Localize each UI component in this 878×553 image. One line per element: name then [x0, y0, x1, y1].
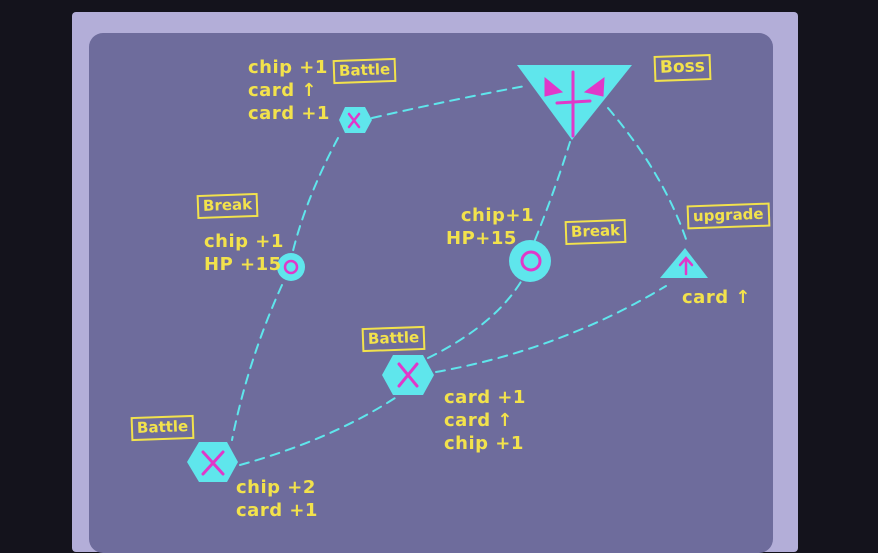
path-battle-top-to-boss: [371, 85, 526, 119]
path-battle-top-to-break-left: [291, 137, 339, 256]
battle-tag-top: Battle: [332, 57, 397, 85]
battle-node-top[interactable]: [339, 107, 372, 133]
battle-tag-bottom-left: Battle: [130, 414, 195, 442]
boss-face-icon: [544, 70, 605, 138]
reward-line: HP +15: [204, 254, 282, 275]
path-break-left-to-battle-bottom: [231, 284, 283, 441]
break-node-center[interactable]: [509, 240, 551, 282]
reward-line: card +1: [248, 103, 330, 124]
battle-x-icon: [397, 362, 419, 388]
battle-x-icon: [201, 450, 225, 476]
break-tag-center: Break: [564, 218, 627, 246]
reward-line: chip+1: [460, 205, 534, 226]
break-left-rewards: chip +1 HP +15: [204, 230, 284, 276]
reward-line: card ↑: [682, 287, 751, 308]
reward-line: card +1: [444, 387, 526, 408]
battle-node-middle[interactable]: [382, 355, 434, 395]
battle-middle-rewards: card +1 card ↑ chip +1: [444, 386, 526, 455]
upgrade-tag: upgrade: [686, 202, 770, 230]
reward-line: chip +1: [248, 57, 328, 78]
battle-top-rewards: chip +1 card ↑ card +1: [248, 56, 330, 125]
break-node-left[interactable]: [277, 253, 305, 281]
path-battle-middle-to-upgrade: [435, 285, 667, 373]
reward-line: chip +1: [204, 231, 284, 252]
break-o-icon: [283, 259, 299, 275]
route-map: [187, 65, 708, 482]
reward-line: chip +2: [236, 477, 316, 498]
reward-line: card +1: [236, 500, 318, 521]
boss-tag: Boss: [653, 54, 712, 82]
battle-tag-middle: Battle: [361, 325, 426, 353]
path-boss-to-upgrade: [607, 107, 689, 246]
path-battle-middle-to-break-center: [427, 279, 523, 359]
break-tag-left: Break: [196, 192, 259, 220]
reward-line: card ↑: [248, 80, 317, 101]
upgrade-rewards: card ↑: [682, 286, 751, 309]
path-break-center-to-boss: [534, 141, 571, 241]
battle-bottom-left-rewards: chip +2 card +1: [236, 476, 318, 522]
break-center-rewards: chip+1 HP+15: [446, 204, 536, 250]
battle-node-bottom-left[interactable]: [187, 442, 238, 482]
upgrade-node[interactable]: [660, 248, 708, 278]
reward-line: HP+15: [446, 228, 517, 249]
path-battle-bottom-to-battle-middle: [239, 397, 396, 466]
break-o-icon: [520, 250, 542, 272]
reward-line: chip +1: [444, 433, 524, 454]
boss-node[interactable]: [517, 65, 632, 140]
route-paths: [231, 85, 689, 466]
reward-line: card ↑: [444, 410, 513, 431]
battle-x-icon: [347, 112, 361, 129]
upgrade-arrow-icon: [678, 256, 694, 276]
